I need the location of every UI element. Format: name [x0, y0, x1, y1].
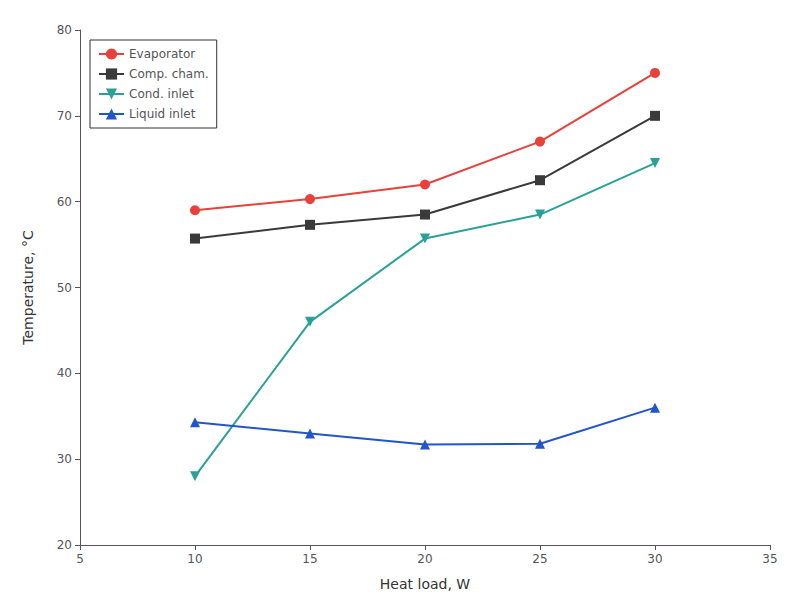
svg-text:30: 30 [647, 552, 662, 566]
svg-text:10: 10 [187, 552, 202, 566]
svg-text:5: 5 [76, 552, 84, 566]
svg-text:20: 20 [57, 538, 72, 552]
svg-text:Cond. inlet: Cond. inlet [129, 87, 194, 101]
svg-text:35: 35 [762, 552, 777, 566]
svg-text:80: 80 [57, 23, 72, 37]
svg-text:Heat load, W: Heat load, W [380, 576, 470, 592]
svg-text:40: 40 [57, 366, 72, 380]
svg-text:25: 25 [532, 552, 547, 566]
svg-text:Temperature, °C: Temperature, °C [20, 230, 36, 346]
svg-text:15: 15 [302, 552, 317, 566]
svg-text:Comp. cham.: Comp. cham. [129, 67, 209, 81]
svg-text:Liquid inlet: Liquid inlet [129, 107, 196, 121]
svg-text:70: 70 [57, 109, 72, 123]
svg-text:20: 20 [417, 552, 432, 566]
svg-text:50: 50 [57, 281, 72, 295]
svg-text:60: 60 [57, 195, 72, 209]
svg-text:Evaporator: Evaporator [129, 47, 195, 61]
svg-text:30: 30 [57, 452, 72, 466]
